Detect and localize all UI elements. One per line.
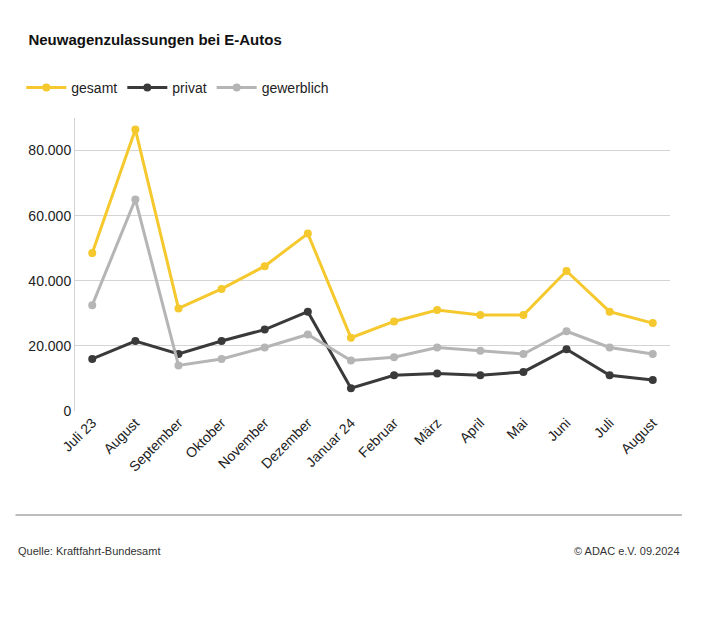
svg-text:November: November xyxy=(215,415,272,472)
svg-text:Oktober: Oktober xyxy=(182,415,229,462)
svg-text:Januar 24: Januar 24 xyxy=(303,415,358,470)
svg-text:Februar: Februar xyxy=(355,415,401,461)
svg-text:0: 0 xyxy=(63,403,71,419)
svg-text:60.000: 60.000 xyxy=(28,208,71,224)
svg-text:September: September xyxy=(126,415,186,475)
svg-text:Quelle: Kraftfahrt-Bundesamt: Quelle: Kraftfahrt-Bundesamt xyxy=(18,545,160,557)
svg-text:80.000: 80.000 xyxy=(28,142,71,158)
svg-text:gesamt: gesamt xyxy=(71,80,117,96)
svg-text:© ADAC e.V. 09.2024: © ADAC e.V. 09.2024 xyxy=(574,545,680,557)
svg-text:privat: privat xyxy=(172,80,206,96)
svg-text:gewerblich: gewerblich xyxy=(262,80,329,96)
svg-text:Dezember: Dezember xyxy=(258,415,315,472)
svg-text:20.000: 20.000 xyxy=(28,338,71,354)
svg-text:Juni: Juni xyxy=(544,415,573,444)
svg-text:Juli: Juli xyxy=(591,415,617,441)
svg-text:August: August xyxy=(618,415,660,457)
svg-text:April: April xyxy=(456,415,487,446)
svg-text:März: März xyxy=(411,415,444,448)
svg-text:Juli 23: Juli 23 xyxy=(59,415,99,455)
svg-text:Neuwagenzulassungen bei E-Auto: Neuwagenzulassungen bei E-Autos xyxy=(28,31,281,48)
svg-text:40.000: 40.000 xyxy=(28,273,71,289)
svg-text:Mai: Mai xyxy=(503,415,530,442)
svg-text:August: August xyxy=(100,415,142,457)
